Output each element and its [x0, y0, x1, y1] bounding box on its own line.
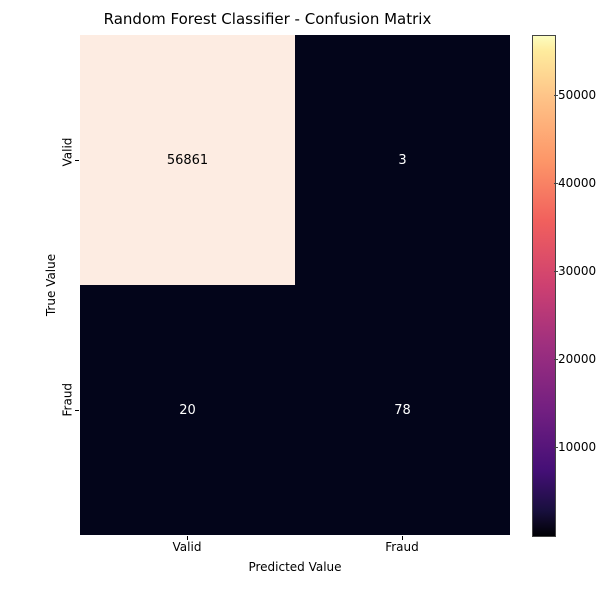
- colorbar-tick-label: 10000: [558, 440, 596, 454]
- heatmap-grid: 5686132078: [80, 35, 510, 535]
- x-axis-label: Predicted Value: [80, 560, 510, 574]
- ytick-mark: [75, 160, 79, 161]
- xtick-valid: Valid: [157, 540, 217, 554]
- ytick-valid: Valid: [61, 152, 75, 167]
- xtick-mark: [187, 536, 188, 540]
- ytick-mark: [75, 410, 79, 411]
- xtick-fraud: Fraud: [372, 540, 432, 554]
- heatmap-cell: 78: [295, 285, 510, 535]
- chart-title: Random Forest Classifier - Confusion Mat…: [0, 10, 535, 28]
- xtick-mark: [402, 536, 403, 540]
- y-axis-label: True Value: [44, 254, 58, 316]
- colorbar-tick-label: 30000: [558, 264, 596, 278]
- colorbar-tick-label: 20000: [558, 352, 596, 366]
- colorbar-gradient: [532, 35, 556, 537]
- heatmap-cell: 3: [295, 35, 510, 285]
- ytick-fraud: Fraud: [61, 402, 75, 417]
- heatmap-cell: 20: [80, 285, 295, 535]
- colorbar-tick-label: 40000: [558, 176, 596, 190]
- colorbar: 1000020000300004000050000: [532, 35, 554, 535]
- colorbar-tick-label: 50000: [558, 88, 596, 102]
- confusion-matrix-figure: Random Forest Classifier - Confusion Mat…: [0, 0, 608, 601]
- heatmap-cell: 56861: [80, 35, 295, 285]
